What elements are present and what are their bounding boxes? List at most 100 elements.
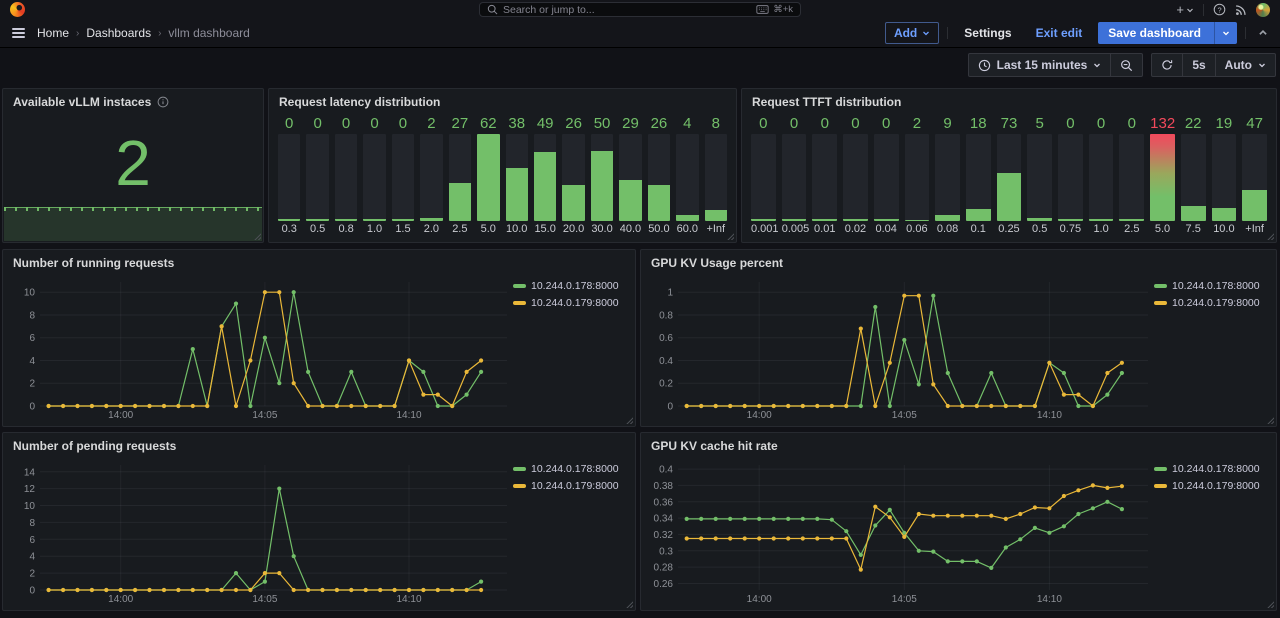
bar-column: 73 0.25 [996, 114, 1022, 237]
bar-track [781, 134, 807, 221]
svg-text:0: 0 [667, 402, 673, 413]
bar-value: 5 [1035, 115, 1044, 132]
svg-text:14:10: 14:10 [396, 410, 421, 421]
bar-column: 0 0.75 [1058, 114, 1083, 237]
bar-value: 49 [536, 115, 554, 132]
svg-text:2: 2 [29, 379, 35, 390]
panel-title[interactable]: Available vLLM instaces [3, 89, 263, 114]
svg-text:14:05: 14:05 [892, 410, 917, 421]
legend-item[interactable]: 10.244.0.179:8000 [1154, 297, 1272, 309]
bar-fill [306, 219, 329, 221]
bar-label: 7.5 [1185, 223, 1201, 235]
bar-fill [1211, 208, 1237, 221]
panel-title[interactable]: GPU KV cache hit rate [651, 438, 778, 453]
bar-fill [676, 215, 699, 221]
svg-text:12: 12 [24, 484, 36, 495]
legend-series-name: 10.244.0.178:8000 [531, 463, 619, 475]
time-range-picker[interactable]: Last 15 minutes [969, 54, 1111, 76]
bar-fill [562, 184, 585, 221]
panel-title[interactable]: Number of pending requests [13, 438, 177, 453]
bar-label: 0.06 [906, 223, 928, 235]
bar-label: 1.0 [1093, 223, 1109, 235]
panel-title[interactable]: Request latency distribution [279, 94, 441, 109]
zoom-out-button[interactable] [1110, 54, 1142, 76]
bar-label: 1.5 [395, 223, 411, 235]
legend-item[interactable]: 10.244.0.178:8000 [513, 463, 631, 475]
legend-item[interactable]: 10.244.0.178:8000 [1154, 280, 1272, 292]
news-icon[interactable] [1235, 4, 1247, 16]
user-avatar[interactable] [1256, 2, 1270, 17]
new-button[interactable]: + [1176, 3, 1194, 16]
info-icon[interactable] [157, 96, 169, 108]
refresh-button[interactable] [1152, 54, 1182, 76]
svg-text:14:00: 14:00 [747, 594, 772, 605]
svg-text:0.36: 0.36 [654, 497, 674, 508]
breadcrumb-dashboards[interactable]: Dashboards [86, 26, 152, 40]
bar-column: 0 1.5 [391, 114, 415, 237]
svg-text:1: 1 [667, 288, 673, 299]
divider [947, 27, 949, 39]
bar-value: 8 [711, 115, 720, 132]
bar-track [391, 134, 415, 221]
plot-area[interactable]: 14:00 14:05 14:10 0 0.2 0.4 0.6 0.8 1 [646, 275, 1154, 422]
refresh-interval[interactable]: 5s [1182, 54, 1214, 76]
legend-item[interactable]: 10.244.0.179:8000 [513, 480, 631, 492]
plot-area[interactable]: 14:00 14:05 14:10 0 2 4 6 8 10 [8, 275, 513, 422]
legend-item[interactable]: 10.244.0.178:8000 [1154, 463, 1272, 475]
bar-column: 2 0.06 [904, 114, 930, 237]
legend-series-name: 10.244.0.179:8000 [531, 480, 619, 492]
bar-value: 18 [969, 115, 987, 132]
bar-column: 38 10.0 [505, 114, 528, 237]
bar-label: 60.0 [676, 223, 699, 235]
panel-title[interactable]: Number of running requests [13, 255, 175, 270]
bar-fill [996, 172, 1022, 221]
bar-value: 9 [943, 115, 952, 132]
bar-column: 62 5.0 [477, 114, 500, 237]
search-input[interactable] [503, 3, 752, 16]
bar-fill [704, 209, 727, 221]
svg-text:0.26: 0.26 [654, 579, 674, 590]
panel-request-ttft: Request TTFT distribution 0 0.001 0 0.00… [741, 88, 1277, 243]
bar-value: 0 [398, 115, 408, 132]
auto-picker[interactable]: Auto [1214, 54, 1275, 76]
bar-label: 0.001 [751, 223, 779, 235]
collapse-toolbar-button[interactable] [1254, 26, 1272, 40]
legend-series-name: 10.244.0.178:8000 [531, 280, 619, 292]
legend-item[interactable]: 10.244.0.179:8000 [1154, 480, 1272, 492]
legend-item[interactable]: 10.244.0.179:8000 [513, 297, 631, 309]
menu-icon[interactable] [8, 24, 29, 42]
bar-track [843, 134, 868, 221]
bar-column: 0 0.01 [812, 114, 838, 237]
save-options-caret[interactable] [1214, 22, 1237, 44]
bar-track [1150, 134, 1175, 221]
svg-text:14: 14 [24, 467, 36, 478]
divider [1203, 3, 1204, 16]
add-button[interactable]: Add [884, 22, 940, 44]
plot-area[interactable]: 14:00 14:05 14:10 0 2 4 6 8 10 12 14 [8, 458, 513, 606]
grafana-logo[interactable] [10, 2, 25, 17]
bar-value: 62 [479, 115, 497, 132]
legend-item[interactable]: 10.244.0.178:8000 [513, 280, 631, 292]
panel-running-requests: Number of running requests 14:00 14:05 14:… [2, 249, 636, 427]
panel-title[interactable]: Request TTFT distribution [752, 94, 902, 109]
bar-track [334, 134, 358, 221]
bar-fill [781, 219, 807, 221]
breadcrumb-home[interactable]: Home [37, 26, 70, 40]
legend-series-color [513, 484, 526, 488]
exit-edit-button[interactable]: Exit edit [1035, 26, 1083, 40]
bar-value: 0 [820, 115, 829, 132]
bar-fill [420, 218, 443, 221]
bar-value: 0 [285, 115, 294, 132]
panel-title[interactable]: GPU KV Usage percent [651, 255, 784, 270]
save-dashboard-button[interactable]: Save dashboard [1098, 22, 1237, 44]
plot-area[interactable]: 14:00 14:05 14:10 0.26 0.28 0.3 0.32 0.34 0.36 0.… [646, 458, 1154, 606]
svg-text:8: 8 [29, 311, 35, 322]
search-box[interactable]: ⌘+k [479, 2, 801, 17]
help-icon[interactable]: ? [1213, 3, 1226, 16]
bar-column: 0 1.0 [1088, 114, 1114, 237]
bar-value: 0 [789, 115, 799, 132]
bar-column: 2 2.0 [420, 114, 443, 237]
settings-button[interactable]: Settings [964, 26, 1012, 40]
svg-text:14:10: 14:10 [396, 594, 421, 605]
